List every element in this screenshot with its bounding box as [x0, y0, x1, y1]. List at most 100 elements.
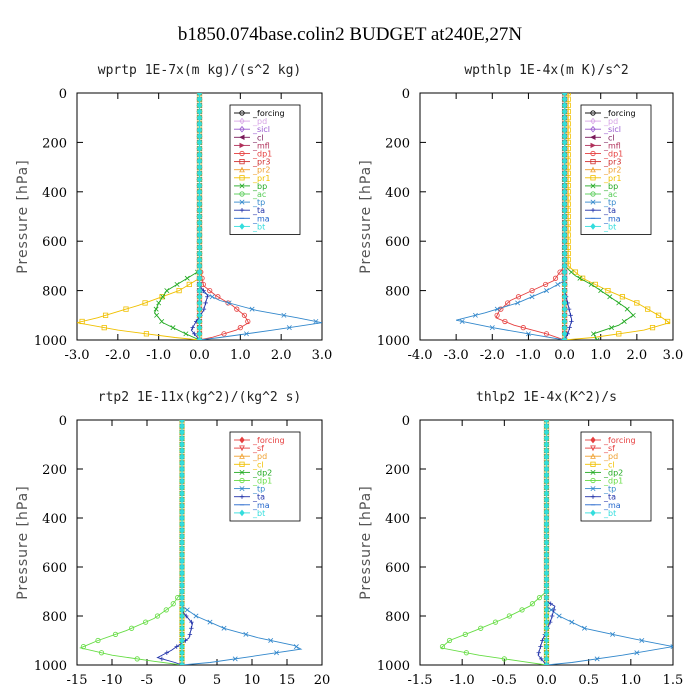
series-ta [156, 420, 194, 665]
data-point [543, 569, 550, 577]
legend-marker [590, 223, 596, 230]
data-point [581, 625, 587, 631]
data-point [561, 139, 568, 146]
x-tick-label: 5 [213, 673, 221, 688]
x-tick-label: -3.0 [64, 348, 89, 363]
data-point [179, 545, 185, 552]
x-tick-label: -1.0 [146, 348, 171, 363]
legend-marker [590, 477, 596, 484]
data-point [543, 477, 550, 485]
data-point [561, 324, 568, 331]
data-point [179, 557, 185, 565]
data-point [196, 299, 203, 307]
data-point [234, 306, 240, 312]
y-tick-label: 1000 [377, 334, 410, 349]
data-point [548, 607, 554, 613]
data-point [196, 311, 203, 319]
x-tick-label: 0.0 [189, 348, 210, 363]
legend-entry: _sicl [603, 125, 621, 134]
data-point [561, 169, 568, 177]
data-point [543, 331, 550, 337]
series-bt [561, 93, 568, 340]
data-point [561, 176, 568, 183]
legend-marker [590, 208, 596, 213]
data-point [539, 656, 544, 662]
data-point [543, 447, 550, 454]
data-point [80, 644, 87, 650]
y-axis-label: Pressure [hPa] [15, 159, 31, 273]
data-point [179, 477, 185, 485]
data-point [196, 139, 203, 146]
data-point [143, 619, 149, 625]
legend-entry: _dp2 [252, 468, 272, 477]
data-point [515, 300, 521, 306]
data-point [142, 300, 148, 306]
data-point [196, 206, 203, 214]
series-line [455, 93, 566, 340]
data-point [196, 324, 203, 331]
data-point [505, 300, 511, 306]
data-point [179, 441, 185, 448]
data-point [616, 331, 622, 337]
data-point [196, 194, 203, 202]
legend-entry: _pd [603, 452, 618, 461]
data-point [561, 95, 568, 103]
data-point [588, 281, 594, 287]
data-point [543, 545, 550, 552]
data-point [179, 435, 185, 442]
series-line [564, 93, 671, 340]
chart-panel-3: rtp2 1E-11x(kg^2)/(kg^2 s) -15 -10 -5 0 5 10 15… [15, 390, 330, 688]
data-point [207, 619, 213, 625]
legend-entry: _ac [252, 190, 266, 199]
y-tick-label: 800 [385, 610, 410, 625]
legend-marker [239, 494, 245, 499]
y-axis-label: Pressure [hPa] [358, 485, 374, 599]
legend: _forcing_sf_pd_cl_dp2_dp1_tp_ta_ma_bt [229, 431, 301, 522]
data-point [591, 331, 596, 337]
data-point [79, 318, 85, 325]
data-point [215, 294, 221, 300]
data-point [179, 465, 185, 473]
legend-marker [590, 158, 596, 165]
data-point [184, 613, 189, 619]
legend-marker [239, 208, 245, 213]
data-point [598, 288, 604, 294]
data-point [205, 294, 210, 299]
legend-entry: _dp1 [252, 477, 272, 486]
data-point [179, 661, 185, 665]
data-point [561, 250, 568, 257]
legend-entry: _ma [603, 214, 621, 223]
data-point [543, 655, 550, 663]
data-point [101, 325, 107, 331]
legend-marker [590, 110, 596, 116]
legend-entry: _ma [252, 214, 270, 223]
data-point [561, 256, 568, 264]
data-point [543, 520, 550, 528]
data-point [196, 169, 203, 177]
data-point [179, 514, 185, 522]
data-point [170, 325, 176, 331]
data-point [459, 318, 465, 324]
y-tick-label: 600 [42, 561, 67, 576]
data-point [543, 588, 550, 595]
data-point [179, 612, 185, 620]
x-tick-label: 1.0 [230, 348, 251, 363]
data-point [164, 288, 170, 294]
y-axis-label: Pressure [hPa] [15, 485, 31, 599]
data-point [543, 471, 550, 479]
legend-marker [590, 461, 596, 467]
data-point [203, 300, 208, 306]
data-point [561, 244, 568, 251]
data-point [543, 533, 550, 540]
legend-box [229, 431, 301, 522]
data-point [543, 643, 550, 650]
data-point [184, 275, 190, 281]
data-point [196, 268, 203, 276]
data-point [543, 582, 550, 589]
data-point [221, 625, 227, 631]
y-tick-label: 0 [59, 87, 67, 102]
data-point [561, 200, 568, 208]
legend-entry: _ac [603, 190, 617, 199]
data-point [196, 151, 203, 159]
series-line [79, 420, 183, 665]
